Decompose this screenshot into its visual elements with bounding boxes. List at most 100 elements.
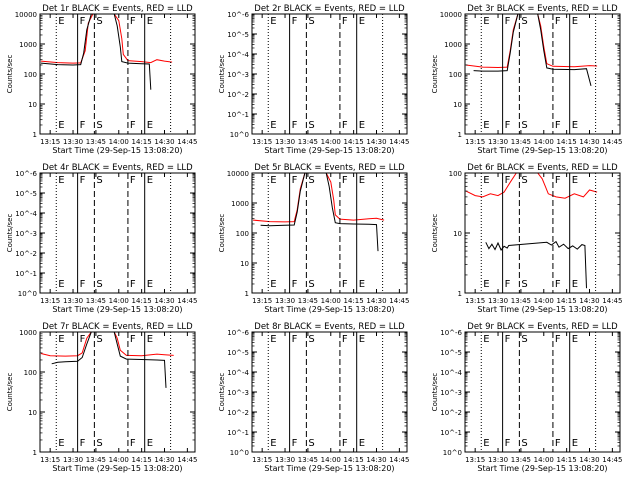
y-axis-label: Counts/sec [218,55,226,94]
y-tick-label: 1 [458,290,462,298]
x-tick-label: 14:15 [132,456,152,464]
x-tick-label: 14:00 [109,138,129,146]
x-tick-label: 13:45 [86,138,106,146]
time-marker-label-top: F [555,16,561,27]
time-marker-label-top: E [572,334,578,345]
time-marker-label-top: E [147,16,153,27]
time-marker-label: E [58,438,64,449]
x-tick-label: 14:30 [154,297,174,305]
y-tick-label: 10000 [15,11,37,19]
time-marker-label-top: S [308,334,314,345]
x-axis-label: Start Time (29-Sep-15 13:08:20) [264,146,394,155]
y-tick-label: 10^-2 [227,91,249,99]
y-tick-label: 10^0 [230,131,249,139]
x-tick-label: 14:45 [389,456,409,464]
x-tick-label: 14:45 [389,297,409,305]
x-tick-label: 13:15 [40,456,60,464]
time-marker-label-top: F [342,16,348,27]
x-tick-label: 13:30 [275,138,295,146]
x-tick-label: 14:45 [389,138,409,146]
time-marker-label: E [572,438,578,449]
time-marker-label: F [292,279,298,290]
x-tick-label: 13:45 [86,297,106,305]
x-tick-label: 14:30 [579,456,599,464]
y-tick-label: 10^-3 [15,230,37,238]
x-tick-label: 13:45 [86,456,106,464]
chart-title: Det 1r BLACK = Events, RED = LLD [42,4,193,14]
time-marker-label-top: E [147,334,153,345]
x-axis-label: Start Time (29-Sep-15 13:08:20) [477,305,607,314]
chart-panel-det3: Det 3r BLACK = Events, RED = LLDEEFFSSFF… [431,4,622,155]
time-marker-label-top: S [96,16,102,27]
x-tick-label: 14:45 [177,138,197,146]
y-tick-label: 10^-2 [227,409,249,417]
events-series-line [485,240,587,289]
lld-series-line [40,332,174,357]
x-tick-label: 13:45 [511,297,531,305]
time-marker-label-top: S [96,175,102,186]
y-tick-label: 1 [245,290,249,298]
time-marker-label: E [572,279,578,290]
time-marker-label-top: S [521,16,527,27]
y-axis-label: Counts/sec [6,55,14,94]
y-tick-label: 1000 [231,200,249,208]
time-marker-label: S [308,279,314,290]
time-marker-label-top: F [342,175,348,186]
y-tick-label: 10^-3 [227,389,249,397]
x-tick-label: 13:15 [252,456,272,464]
y-tick-label: 10 [453,230,462,238]
time-marker-label: F [130,438,136,449]
y-tick-label: 10^-4 [440,369,462,377]
time-marker-label: E [58,120,64,131]
y-tick-label: 10000 [440,11,462,19]
time-marker-label-top: E [58,175,64,186]
time-marker-label-top: S [521,334,527,345]
time-marker-label: F [505,279,511,290]
x-tick-label: 13:15 [465,297,485,305]
chart-panel-det8: Det 8r BLACK = Events, RED = LLDEEFFSSFF… [218,322,409,473]
time-marker-label: F [505,438,511,449]
chart-panel-det2: Det 2r BLACK = Events, RED = LLDEEFFSSFF… [218,4,409,155]
x-tick-label: 14:45 [602,297,622,305]
x-tick-label: 14:15 [132,138,152,146]
x-tick-label: 14:00 [534,297,554,305]
time-marker-label-top: F [80,334,86,345]
time-marker-label: S [521,438,527,449]
x-tick-label: 13:30 [63,138,83,146]
time-marker-label-top: F [130,334,136,345]
time-marker-label-top: E [483,334,489,345]
y-tick-label: 100 [236,230,249,238]
time-marker-label-top: E [270,175,276,186]
time-marker-label: E [359,120,365,131]
time-marker-label: E [359,279,365,290]
time-marker-label: F [130,279,136,290]
plot-frame [39,172,196,294]
y-tick-label: 10^-2 [15,250,37,258]
x-tick-label: 13:30 [275,456,295,464]
lld-series-line [465,173,598,199]
x-tick-label: 13:30 [488,456,508,464]
y-tick-label: 10^-6 [227,11,249,19]
x-tick-label: 13:30 [488,138,508,146]
y-tick-label: 10^-1 [227,429,249,437]
events-series-line [51,332,167,388]
time-marker-label: F [505,120,511,131]
x-tick-label: 14:30 [579,138,599,146]
y-tick-label: 10^-5 [15,190,37,198]
y-tick-label: 10^-1 [15,270,37,278]
x-tick-label: 14:15 [132,297,152,305]
x-axis-label: Start Time (29-Sep-15 13:08:20) [52,464,182,473]
time-marker-label: F [555,120,561,131]
y-tick-label: 1 [33,449,37,457]
y-axis-label: Counts/sec [218,214,226,253]
x-tick-label: 14:45 [177,456,197,464]
time-marker-label: S [308,438,314,449]
x-tick-label: 13:15 [252,297,272,305]
time-marker-label: F [80,120,86,131]
time-marker-label: F [342,120,348,131]
y-tick-label: 1 [33,131,37,139]
time-marker-label: E [147,279,153,290]
time-marker-label-top: E [483,16,489,27]
time-marker-label: E [270,120,276,131]
x-tick-label: 13:30 [275,297,295,305]
